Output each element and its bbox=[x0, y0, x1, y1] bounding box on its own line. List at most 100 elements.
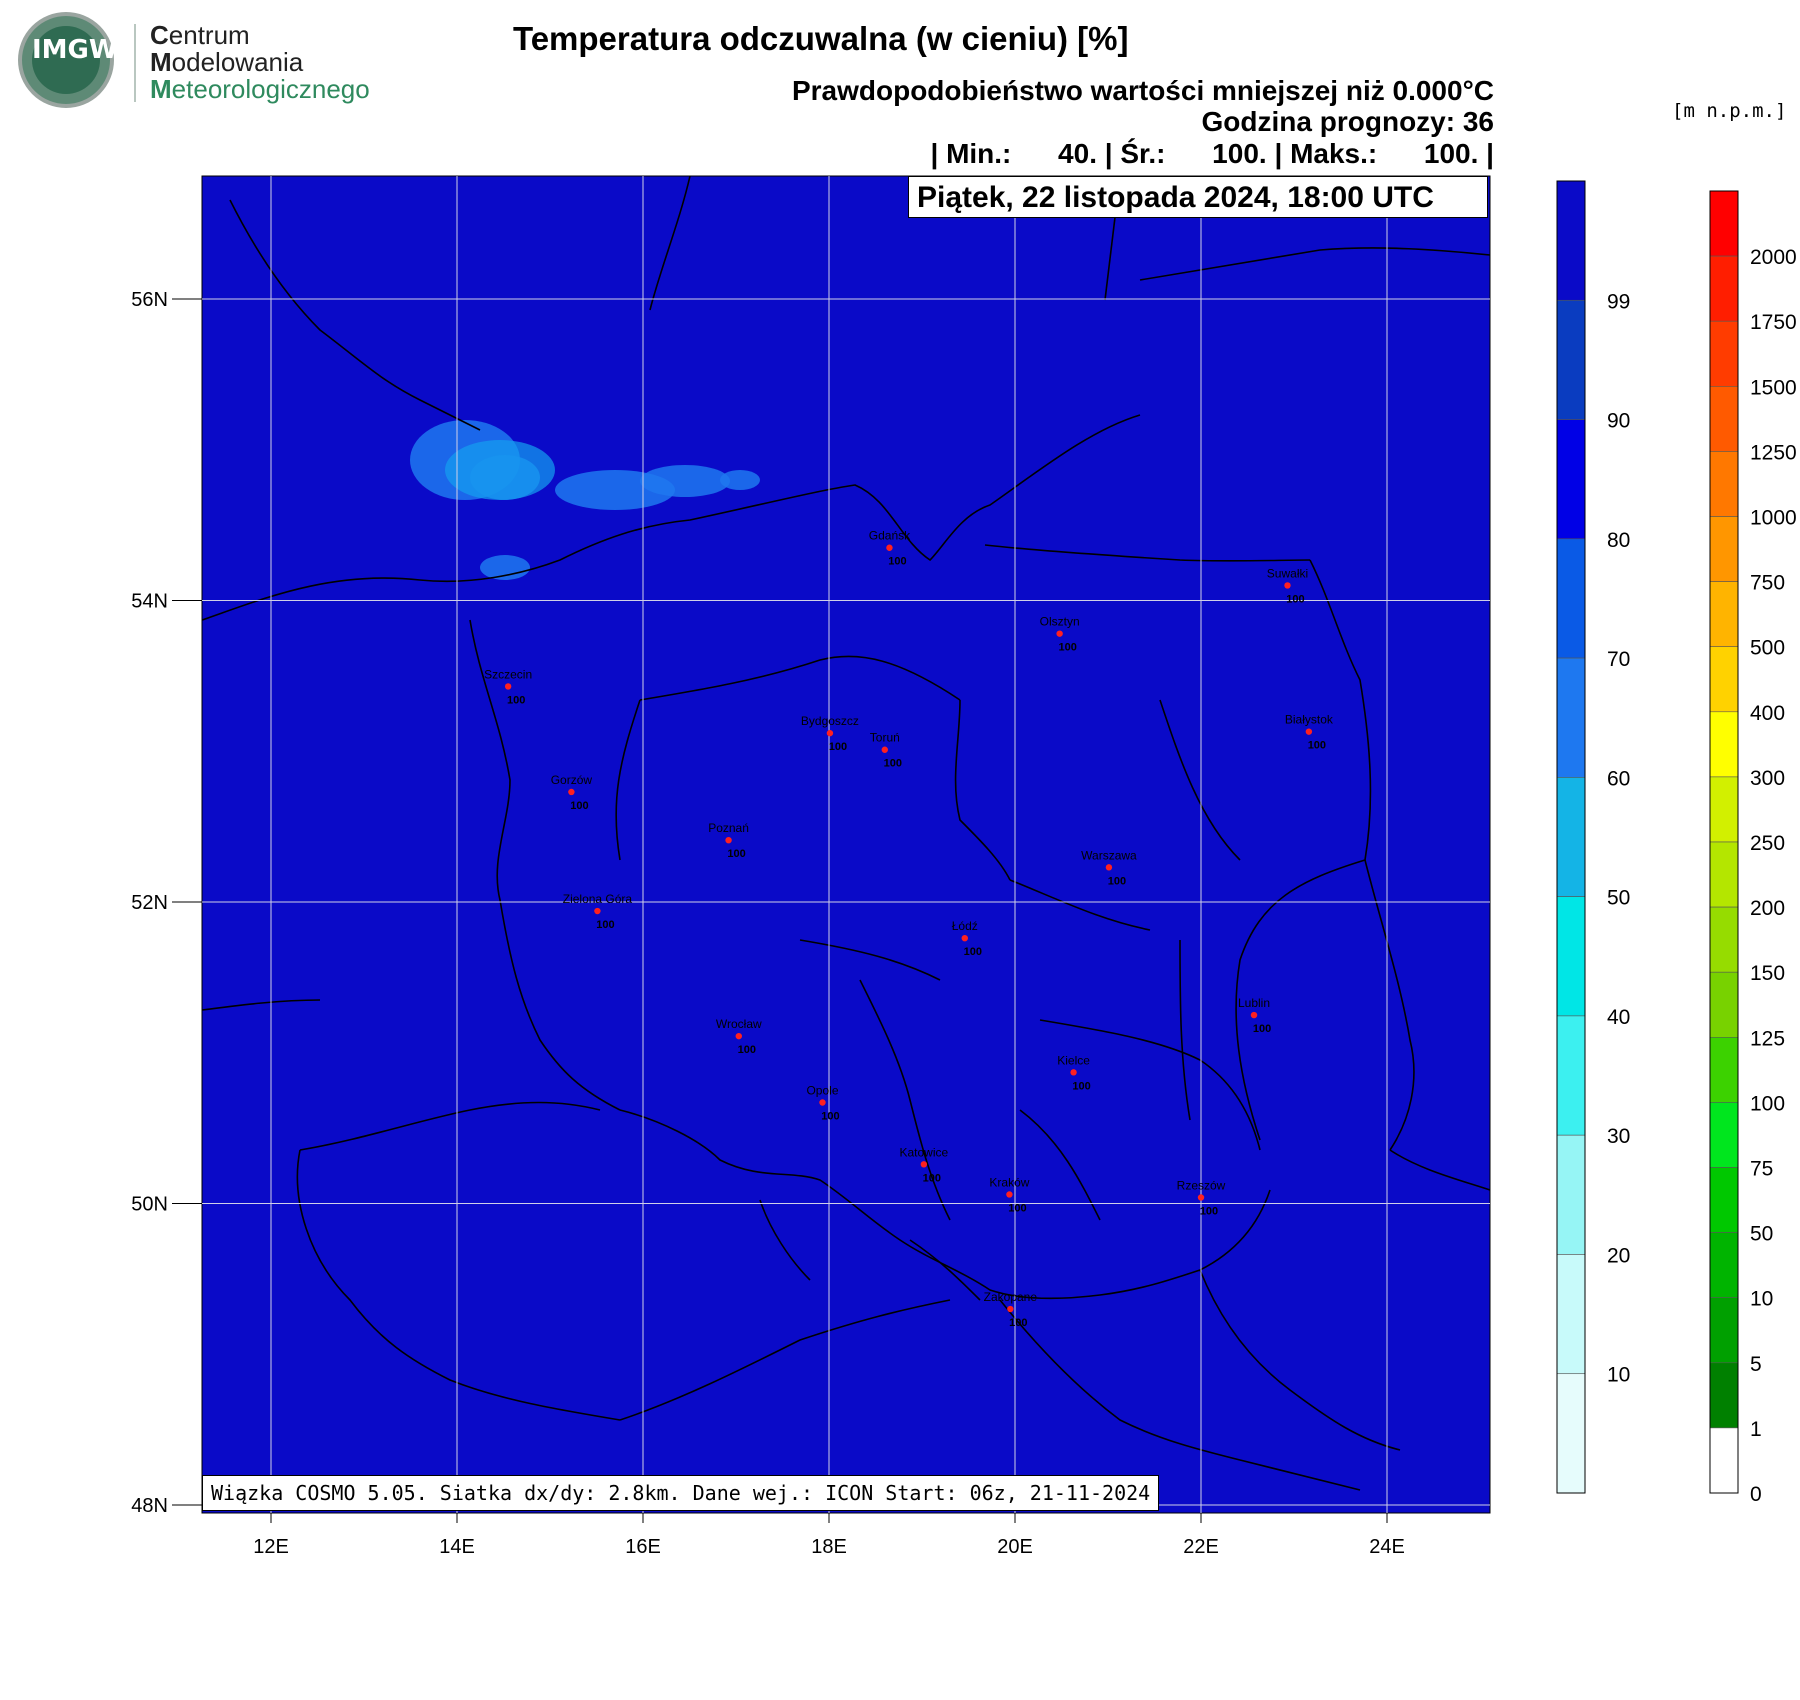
city-name: Zielona Góra bbox=[563, 892, 633, 906]
probability-tick-label: 40 bbox=[1607, 1006, 1630, 1029]
probability-color-segment bbox=[1556, 538, 1586, 659]
city-marker bbox=[1070, 1069, 1077, 1076]
probability-patch bbox=[445, 440, 555, 500]
city-marker bbox=[819, 1099, 826, 1106]
elevation-colorbar-frame bbox=[1709, 190, 1739, 1494]
city-name: Kielce bbox=[1057, 1053, 1090, 1067]
city-value: 100 bbox=[821, 1110, 839, 1122]
probability-color-segment bbox=[1556, 1134, 1586, 1255]
city-value: 100 bbox=[1108, 875, 1126, 887]
chart-title: Temperatura odczuwalna (w cieniu) [%] bbox=[513, 20, 1129, 57]
lon-label: 22E bbox=[1183, 1536, 1219, 1558]
probability-tick-label: 50 bbox=[1607, 887, 1630, 910]
city-name: Rzeszów bbox=[1177, 1178, 1226, 1192]
border-line bbox=[296, 1149, 621, 1421]
city-value: 100 bbox=[570, 800, 588, 812]
city-value: 100 bbox=[1072, 1080, 1090, 1092]
city-name: Bydgoszcz bbox=[801, 714, 859, 728]
elevation-tick-label: 75 bbox=[1750, 1158, 1773, 1181]
lon-label: 16E bbox=[625, 1536, 661, 1558]
city-value: 100 bbox=[1253, 1023, 1271, 1035]
city-marker bbox=[881, 746, 888, 753]
elevation-color-segment bbox=[1709, 1297, 1739, 1364]
border-line bbox=[909, 1239, 981, 1301]
city-name: Kraków bbox=[989, 1175, 1029, 1189]
probability-tick-label: 60 bbox=[1607, 767, 1630, 790]
city-marker bbox=[1250, 1011, 1258, 1019]
city-marker bbox=[1056, 630, 1063, 637]
lon-label: 18E bbox=[811, 1536, 847, 1558]
elevation-units: [m n.p.m.] bbox=[1672, 100, 1787, 122]
border-line bbox=[759, 1199, 811, 1281]
border-line bbox=[299, 1101, 601, 1151]
probability-patch bbox=[480, 555, 530, 580]
border-line bbox=[859, 979, 951, 1221]
brand-line-2: Modelowania bbox=[150, 47, 304, 77]
elevation-tick-label: 300 bbox=[1750, 767, 1785, 790]
lat-label: 52N bbox=[131, 892, 168, 914]
city-name: Katowice bbox=[900, 1145, 949, 1159]
city-marker bbox=[568, 788, 575, 796]
city-value: 100 bbox=[727, 848, 745, 860]
border-line bbox=[469, 619, 621, 1111]
border-line bbox=[619, 1299, 951, 1421]
elevation-tick-label: 150 bbox=[1750, 962, 1785, 985]
border-line bbox=[984, 544, 1311, 562]
lon-label: 14E bbox=[439, 1536, 475, 1558]
elevation-tick-label: 400 bbox=[1750, 702, 1785, 725]
lon-label: 20E bbox=[997, 1536, 1033, 1558]
elevation-tick-label: 125 bbox=[1750, 1027, 1785, 1050]
city-marker bbox=[504, 683, 512, 690]
probability-tick-label: 80 bbox=[1607, 529, 1630, 552]
lat-label: 48N bbox=[131, 1495, 168, 1517]
elevation-tick-label: 250 bbox=[1750, 832, 1785, 855]
probability-color-segment bbox=[1556, 1373, 1586, 1494]
city-name: Opole bbox=[806, 1083, 838, 1097]
elevation-color-segment bbox=[1709, 190, 1739, 257]
city-value: 100 bbox=[1308, 740, 1326, 752]
brand-line-1: Centrum bbox=[150, 20, 250, 50]
elevation-color-segment bbox=[1709, 385, 1739, 452]
city-value: 100 bbox=[596, 919, 614, 931]
city-name: Suwałki bbox=[1267, 566, 1308, 580]
date-label: Piątek, 22 listopada 2024, 18:00 UTC bbox=[908, 176, 1488, 218]
elevation-color-segment bbox=[1709, 841, 1739, 908]
border-line bbox=[1009, 879, 1151, 931]
elevation-tick-label: 1500 bbox=[1750, 376, 1797, 399]
city-value: 100 bbox=[1009, 1317, 1027, 1329]
elevation-color-segment bbox=[1709, 776, 1739, 843]
elevation-tick-label: 1 bbox=[1750, 1418, 1762, 1441]
elevation-tick-label: 100 bbox=[1750, 1092, 1785, 1115]
border-line bbox=[1139, 247, 1491, 281]
city-value: 100 bbox=[884, 758, 902, 770]
elevation-color-segment bbox=[1709, 1167, 1739, 1233]
city-name: Poznań bbox=[708, 821, 749, 835]
city-value: 100 bbox=[888, 556, 906, 568]
probability-color-segment bbox=[1556, 1015, 1586, 1136]
border-line bbox=[201, 999, 321, 1011]
elevation-color-segment bbox=[1709, 516, 1739, 582]
probability-tick-label: 70 bbox=[1607, 648, 1630, 671]
probability-color-segment bbox=[1556, 419, 1586, 540]
elevation-tick-label: 50 bbox=[1750, 1223, 1773, 1246]
city-marker bbox=[1305, 728, 1313, 735]
map-background bbox=[201, 175, 1491, 1514]
elevation-color-segment bbox=[1709, 1037, 1739, 1103]
elevation-color-segment bbox=[1709, 1232, 1739, 1298]
elevation-color-segment bbox=[1709, 1427, 1739, 1494]
probability-tick-label: 20 bbox=[1607, 1244, 1630, 1267]
city-marker bbox=[961, 934, 968, 942]
border-line bbox=[1179, 939, 1191, 1121]
city-value: 100 bbox=[964, 946, 982, 958]
lon-label: 12E bbox=[253, 1536, 289, 1558]
border-line bbox=[1239, 1459, 1361, 1491]
city-name: Łódź bbox=[952, 919, 978, 933]
probability-color-segment bbox=[1556, 299, 1586, 420]
lat-label: 56N bbox=[131, 289, 168, 311]
probability-subtitle: Prawdopodobieństwo wartości mniejszej ni… bbox=[791, 75, 1494, 106]
city-marker bbox=[1006, 1191, 1013, 1198]
city-value: 100 bbox=[738, 1044, 756, 1056]
probability-color-segment bbox=[1556, 657, 1586, 778]
elevation-tick-label: 200 bbox=[1750, 897, 1785, 920]
